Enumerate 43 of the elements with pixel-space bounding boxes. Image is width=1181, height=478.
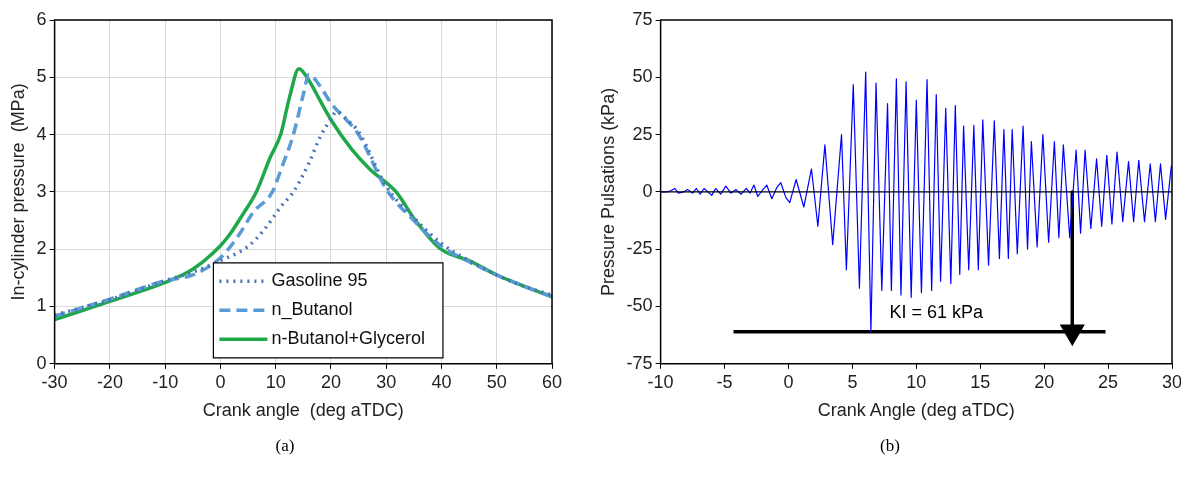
y-axis-title: Pressure Pulsations (kPa) xyxy=(597,87,618,296)
legend-label: Gasoline 95 xyxy=(271,270,368,291)
text: (a) xyxy=(274,436,296,456)
x-tick-label: 40 xyxy=(431,371,452,392)
y-axis-title: In-cylinder pressure (MPa) xyxy=(7,83,28,301)
legend-label: n-Butanol+Glycerol xyxy=(271,328,425,349)
y-tick-label: 0 xyxy=(36,352,47,373)
y-tick-label: 2 xyxy=(36,238,47,259)
y-tick-label: 3 xyxy=(36,180,47,201)
x-axis-title: Crank Angle (deg aTDC) xyxy=(817,400,1015,421)
x-tick-label: -20 xyxy=(96,371,123,392)
y-tick-label: 0 xyxy=(642,180,653,201)
x-tick-label: 20 xyxy=(1034,371,1055,392)
y-tick-label: 1 xyxy=(36,295,47,316)
x-tick-label: -10 xyxy=(647,371,674,392)
x-tick-label: 5 xyxy=(847,371,858,392)
x-tick-label: 25 xyxy=(1098,371,1119,392)
series-label: KI = 61 kPa xyxy=(889,301,985,322)
legend-label: n_Butanol xyxy=(271,299,353,321)
y-tick-label: 75 xyxy=(632,8,653,29)
y-tick-label: 5 xyxy=(36,66,47,87)
y-tick-label: -25 xyxy=(626,238,653,259)
x-tick-label: -5 xyxy=(716,371,733,392)
x-tick-label: -30 xyxy=(41,371,68,392)
y-tick-label: -50 xyxy=(626,295,653,316)
y-tick-label: 25 xyxy=(632,123,653,144)
x-tick-label: 0 xyxy=(783,371,794,392)
x-tick-label: 10 xyxy=(265,371,286,392)
x-tick-label: 20 xyxy=(320,371,341,392)
text: (b) xyxy=(879,436,901,456)
y-tick-label: 50 xyxy=(632,66,653,87)
x-tick-label: 30 xyxy=(376,371,397,392)
x-axis-title: Crank angle (deg aTDC) xyxy=(202,400,404,421)
y-tick-label: 6 xyxy=(36,8,47,29)
x-tick-label: 10 xyxy=(906,371,927,392)
x-tick-label: 0 xyxy=(215,371,226,392)
x-tick-label: 30 xyxy=(1161,371,1181,392)
x-tick-label: 50 xyxy=(486,371,507,392)
x-tick-label: 60 xyxy=(541,371,563,392)
x-tick-label: 15 xyxy=(970,371,991,392)
y-tick-label: 4 xyxy=(36,123,47,144)
y-tick-label: -75 xyxy=(626,352,653,373)
x-tick-label: -10 xyxy=(152,371,179,392)
